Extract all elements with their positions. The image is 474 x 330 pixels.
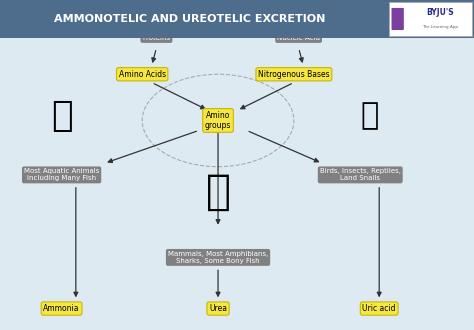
- Text: Most Aquatic Animals
Including Many Fish: Most Aquatic Animals Including Many Fish: [24, 168, 100, 182]
- Text: 🐟: 🐟: [51, 98, 73, 133]
- Text: Nucleic Acid: Nucleic Acid: [277, 35, 320, 41]
- Text: BYJU'S: BYJU'S: [426, 8, 454, 16]
- Text: Amino Acids: Amino Acids: [118, 70, 166, 79]
- FancyBboxPatch shape: [389, 2, 472, 36]
- Text: Birds, Insects, Reptiles,
Land Snails: Birds, Insects, Reptiles, Land Snails: [320, 168, 401, 182]
- Text: AMMONOTELIC AND UREOTELIC EXCRETION: AMMONOTELIC AND UREOTELIC EXCRETION: [54, 14, 325, 24]
- Text: Ammonia: Ammonia: [43, 304, 80, 313]
- Text: Urea: Urea: [209, 304, 227, 313]
- Text: Uric acid: Uric acid: [363, 304, 396, 313]
- Text: Nitrogenous Bases: Nitrogenous Bases: [258, 70, 330, 79]
- FancyBboxPatch shape: [392, 8, 404, 30]
- Text: Mammals, Most Amphibians,
Sharks, Some Bony Fish: Mammals, Most Amphibians, Sharks, Some B…: [168, 251, 268, 264]
- Text: 🦜: 🦜: [361, 101, 379, 130]
- Text: Proteins: Proteins: [142, 35, 171, 41]
- Text: The Learning App: The Learning App: [422, 25, 458, 29]
- Text: 🐘: 🐘: [206, 170, 230, 213]
- Text: Amino
groups: Amino groups: [205, 111, 231, 130]
- FancyBboxPatch shape: [0, 0, 474, 38]
